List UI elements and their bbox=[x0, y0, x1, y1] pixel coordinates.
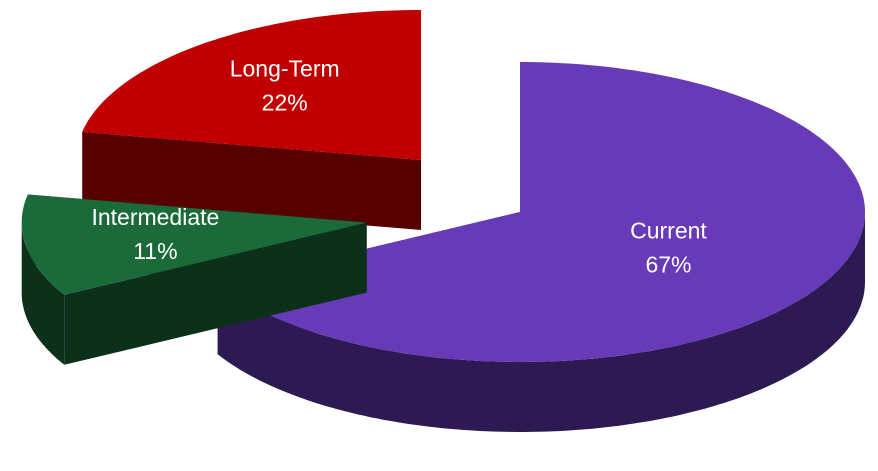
slice-label: Intermediate bbox=[91, 204, 219, 230]
slice bbox=[82, 10, 421, 160]
slice-side bbox=[217, 212, 865, 432]
slice bbox=[217, 62, 865, 362]
slice-label: Current bbox=[630, 217, 707, 243]
slice-side bbox=[21, 222, 65, 365]
slice-side bbox=[82, 131, 421, 230]
slice bbox=[21, 194, 367, 295]
value-label: 22% bbox=[262, 89, 308, 115]
slice-label: Long-Term bbox=[230, 55, 340, 81]
value-label: 11% bbox=[133, 238, 177, 264]
value-label: 67% bbox=[645, 251, 691, 277]
